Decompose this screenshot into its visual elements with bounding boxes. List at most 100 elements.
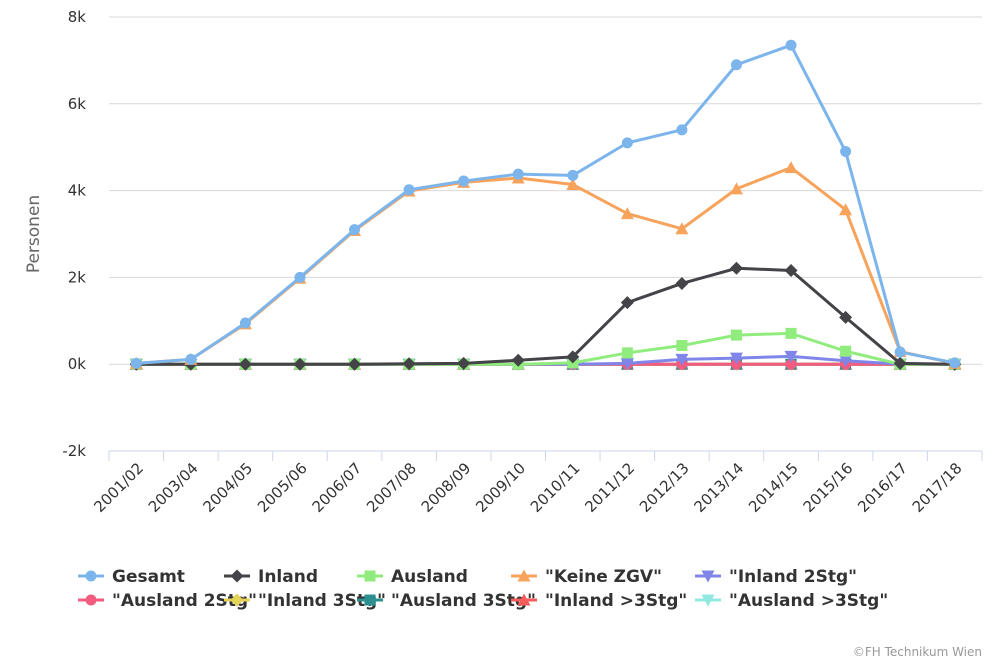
- x-tick-label: 2001/02: [90, 459, 147, 516]
- data-point: [238, 357, 252, 371]
- data-point: [620, 296, 634, 310]
- x-tick-label: 2010/11: [527, 459, 584, 516]
- legend-marker: [701, 594, 715, 607]
- legend-label: "Ausland 3Stg": [391, 591, 536, 611]
- series-3[interactable]: [129, 161, 962, 369]
- series-line[interactable]: [136, 166, 956, 365]
- data-point: [512, 168, 524, 180]
- data-point: [403, 184, 415, 196]
- legend[interactable]: Gesamt Inland Ausland "Keine ZGV" "Inland 2S…: [78, 567, 888, 611]
- x-tick-label: 2017/18: [909, 459, 966, 516]
- y-tick-label: 4k: [68, 182, 87, 200]
- data-point: [566, 178, 580, 191]
- data-point: [730, 329, 742, 341]
- data-point: [293, 357, 307, 371]
- y-axis: -2k 0k 2k 4k 6k 8k: [62, 8, 86, 460]
- data-point: [729, 182, 743, 195]
- legend-marker: [701, 570, 715, 583]
- data-point: [893, 356, 907, 370]
- credit-text[interactable]: ©FH Technikum Wien: [853, 645, 982, 659]
- data-point: [348, 357, 362, 371]
- data-point: [676, 124, 688, 136]
- data-point: [730, 59, 742, 71]
- series-0[interactable]: [130, 39, 961, 369]
- data-point: [457, 356, 471, 370]
- x-tick-label: 2008/09: [418, 459, 475, 516]
- data-point: [949, 357, 961, 369]
- legend-marker: [230, 593, 244, 607]
- legend-label: "Inland 3Stg": [258, 591, 386, 611]
- data-point: [839, 355, 853, 368]
- data-point: [620, 357, 634, 370]
- legend-item[interactable]: Ausland: [357, 567, 468, 587]
- legend-label: "Ausland >3Stg": [729, 591, 888, 611]
- y-tick-label: -2k: [62, 442, 86, 460]
- legend-label: "Inland 2Stg": [729, 567, 857, 587]
- legend-label: Inland: [258, 567, 318, 587]
- data-point: [620, 207, 634, 220]
- data-point: [566, 350, 580, 364]
- legend-label: Gesamt: [112, 567, 185, 587]
- data-point: [784, 350, 798, 363]
- data-point: [676, 340, 688, 352]
- data-point: [511, 353, 525, 367]
- data-point: [675, 222, 689, 235]
- x-tick-label: 2013/14: [690, 459, 747, 516]
- data-point: [839, 203, 853, 216]
- x-tick-label: 2012/13: [636, 459, 693, 516]
- x-tick-label: 2015/16: [800, 459, 857, 516]
- x-tick-label: 2011/12: [581, 459, 638, 516]
- legend-marker: [230, 569, 244, 583]
- x-tick-label: 2016/17: [854, 459, 911, 516]
- y-tick-label: 0k: [68, 355, 87, 373]
- data-point: [729, 352, 743, 365]
- x-tick-label: 2007/08: [363, 459, 420, 516]
- x-tick-label: 2006/07: [309, 459, 366, 516]
- legend-item[interactable]: "Ausland 3Stg": [357, 591, 536, 611]
- legend-marker: [364, 594, 376, 606]
- x-tick-label: 2005/06: [254, 459, 311, 516]
- data-point: [458, 175, 470, 187]
- data-point: [621, 347, 633, 359]
- legend-label: Ausland: [391, 567, 468, 587]
- data-point: [239, 317, 251, 329]
- legend-item[interactable]: "Ausland 2Stg": [78, 591, 257, 611]
- legend-item[interactable]: Inland: [224, 567, 318, 587]
- y-tick-label: 2k: [68, 268, 87, 286]
- data-point: [675, 353, 689, 366]
- legend-marker: [85, 594, 97, 606]
- legend-item[interactable]: "Inland 3Stg": [224, 591, 386, 611]
- series-4[interactable]: [129, 350, 962, 371]
- grid-lines: [109, 16, 982, 452]
- legend-marker: [517, 569, 531, 582]
- legend-item[interactable]: "Keine ZGV": [511, 567, 662, 587]
- data-point: [784, 263, 798, 277]
- legend-marker: [85, 570, 97, 582]
- data-point: [675, 276, 689, 290]
- legend-item[interactable]: "Inland >3Stg": [511, 591, 687, 611]
- x-tick-label: 2003/04: [145, 459, 202, 516]
- legend-marker: [364, 570, 376, 582]
- data-point: [130, 357, 142, 369]
- x-tick-label: 2009/10: [472, 459, 529, 516]
- data-point: [784, 161, 798, 174]
- data-point: [621, 137, 633, 149]
- data-point: [894, 346, 906, 358]
- legend-label: "Ausland 2Stg": [112, 591, 257, 611]
- data-point: [785, 327, 797, 339]
- legend-item[interactable]: "Inland 2Stg": [695, 567, 857, 587]
- series-line[interactable]: [136, 43, 956, 365]
- series-line[interactable]: [136, 266, 955, 366]
- data-point: [840, 345, 852, 357]
- legend-label: "Keine ZGV": [545, 567, 662, 587]
- data-point: [839, 310, 853, 324]
- x-tick-label: 2014/15: [745, 459, 802, 516]
- data-point: [185, 353, 197, 365]
- data-point: [840, 146, 852, 158]
- data-point: [349, 224, 361, 236]
- legend-item[interactable]: Gesamt: [78, 567, 185, 587]
- y-tick-label: 8k: [68, 8, 87, 26]
- legend-item[interactable]: "Ausland >3Stg": [695, 591, 888, 611]
- data-point: [729, 261, 743, 275]
